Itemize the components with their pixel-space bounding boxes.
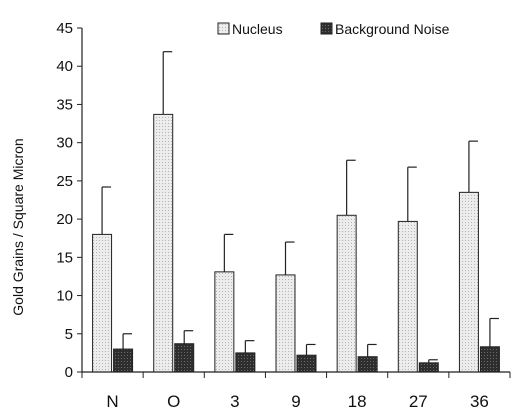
x-axis-ticks: N O 3 9 18 27 36: [81, 372, 511, 411]
y-tick-label: 15: [56, 249, 73, 266]
legend-swatch-nucleus: [217, 22, 230, 35]
bar-background-noise: [235, 352, 256, 373]
y-tick-label: 5: [65, 326, 73, 343]
x-category-label: N: [106, 392, 118, 411]
y-axis-label: Gold Grains / Square Micron: [10, 138, 26, 315]
y-tick-label: 45: [56, 20, 73, 37]
legend: Nucleus Background Noise: [217, 21, 450, 37]
y-tick-label: 10: [56, 288, 73, 305]
y-tick-label: 20: [56, 211, 73, 228]
x-category-label: 36: [470, 392, 489, 411]
bar-series: [92, 113, 500, 373]
bar-background-noise: [418, 362, 439, 373]
bar-nucleus: [214, 271, 235, 373]
bar-background-noise: [174, 343, 195, 373]
legend-swatch-background-noise: [320, 22, 333, 35]
bar-nucleus: [397, 220, 418, 373]
bar-background-noise: [357, 356, 378, 373]
bar-nucleus: [275, 274, 296, 373]
x-category-label: 3: [230, 392, 239, 411]
error-bars: [101, 51, 499, 363]
bar-background-noise: [113, 348, 134, 373]
bar-nucleus: [92, 233, 113, 373]
y-tick-label: 25: [56, 173, 73, 190]
y-tick-label: 35: [56, 96, 73, 113]
x-category-label: 9: [291, 392, 300, 411]
y-tick-label: 40: [56, 58, 73, 75]
bar-nucleus: [458, 191, 479, 373]
y-tick-label: 0: [65, 364, 73, 381]
y-axis-ticks: 0 5 10 15 20 25 30 35 40 45: [56, 20, 82, 381]
bar-background-noise: [296, 354, 317, 373]
x-category-label: O: [167, 392, 180, 411]
bar-nucleus: [153, 113, 174, 373]
x-category-label: 27: [409, 392, 428, 411]
bar-nucleus: [336, 214, 357, 373]
y-axis-title: Gold Grains / Square Micron: [10, 138, 26, 315]
legend-label-nucleus: Nucleus: [232, 21, 283, 37]
y-tick-label: 30: [56, 135, 73, 152]
legend-label-background-noise: Background Noise: [335, 21, 450, 37]
x-category-label: 18: [348, 392, 367, 411]
bar-background-noise: [479, 346, 500, 373]
